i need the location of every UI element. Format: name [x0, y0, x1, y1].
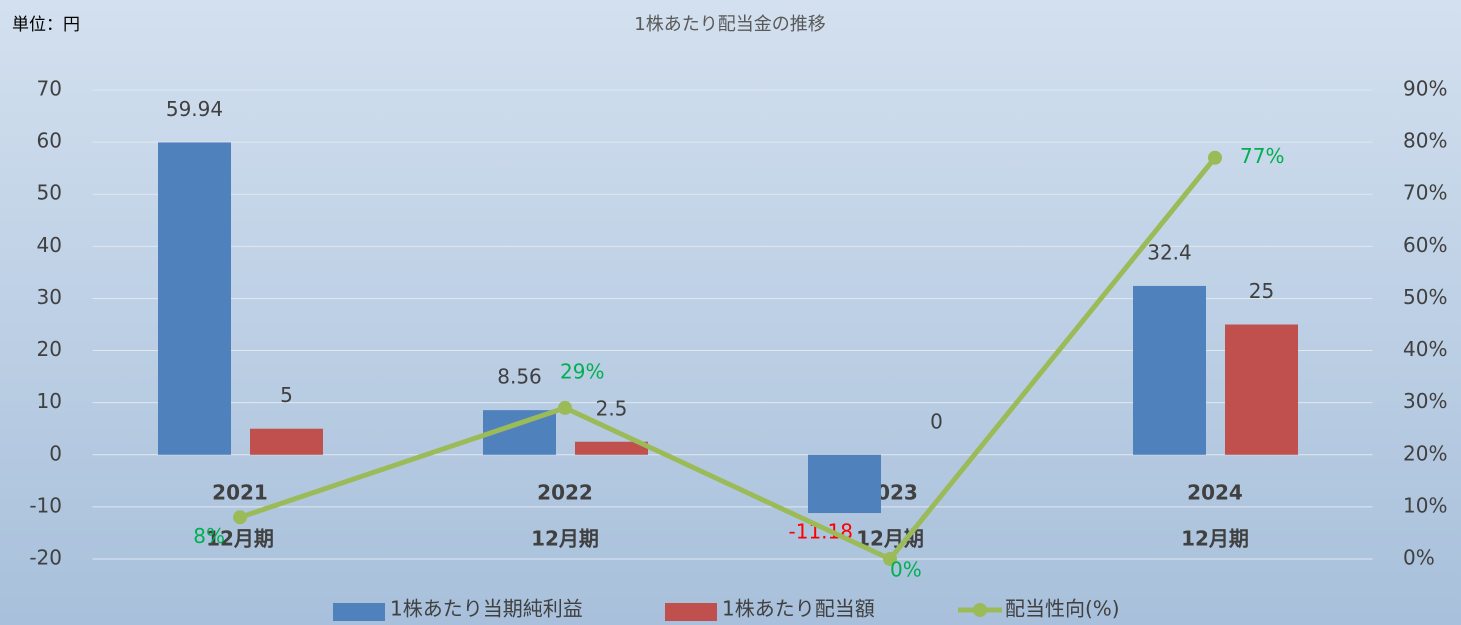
x-tick-sublabel: 12月期 — [1181, 527, 1249, 551]
y2-tick-label: 30% — [1403, 389, 1447, 413]
data-label: 8.56 — [497, 365, 542, 389]
data-label: 25 — [1249, 279, 1274, 303]
y-tick-label: -20 — [29, 546, 62, 570]
legend-label: 配当性向(%) — [1005, 597, 1120, 621]
y-tick-label: 50 — [37, 181, 62, 205]
y-tick-label: 30 — [37, 285, 62, 309]
y2-tick-label: 90% — [1403, 77, 1447, 101]
y-tick-label: -10 — [29, 493, 62, 517]
x-tick-label: 2021 — [212, 481, 268, 505]
bar — [808, 454, 881, 514]
legend-swatch — [665, 603, 717, 621]
bar — [1133, 285, 1206, 455]
data-label: 2.5 — [596, 396, 628, 420]
bar — [575, 441, 648, 455]
x-tick-sublabel: 12月期 — [531, 527, 599, 551]
line-point — [558, 400, 572, 415]
data-label: 32.4 — [1147, 240, 1192, 264]
data-label: 5 — [280, 383, 293, 407]
legend-swatch — [973, 603, 987, 617]
bar — [158, 142, 231, 455]
x-tick-sublabel: 12月期 — [206, 527, 274, 551]
line-point — [1208, 150, 1222, 165]
y-tick-label: 20 — [37, 337, 62, 361]
y2-tick-label: 40% — [1403, 337, 1447, 361]
data-label: 29% — [560, 359, 604, 383]
bar — [250, 428, 323, 455]
x-tick-label: 2024 — [1187, 481, 1243, 505]
chart-title: 1株あたり配当金の推移 — [634, 14, 825, 35]
y2-tick-label: 10% — [1403, 493, 1447, 517]
y2-tick-label: 60% — [1403, 233, 1447, 257]
legend-swatch — [333, 603, 385, 621]
x-tick-label: 2022 — [537, 481, 593, 505]
y2-tick-label: 70% — [1403, 181, 1447, 205]
y-tick-label: 10 — [37, 389, 62, 413]
y2-tick-label: 80% — [1403, 129, 1447, 153]
data-label: 0% — [890, 558, 922, 582]
line — [239, 156, 1217, 563]
data-label: 77% — [1240, 144, 1284, 168]
unit-label: 単位：円 — [12, 15, 80, 35]
y2-tick-label: 0% — [1403, 546, 1435, 570]
legend-label: 1株あたり当期純利益 — [390, 597, 583, 621]
legend-label: 1株あたり配当額 — [722, 597, 875, 621]
data-label: 8% — [193, 524, 225, 548]
data-label: 59.94 — [166, 97, 223, 121]
line-point — [233, 510, 247, 525]
y2-tick-label: 20% — [1403, 441, 1447, 465]
line-point — [883, 552, 897, 566]
y2-tick-label: 50% — [1403, 285, 1447, 309]
data-label: 0 — [930, 409, 943, 433]
y-tick-label: 70 — [37, 77, 62, 101]
y-tick-label: 40 — [37, 233, 62, 257]
y-tick-label: 60 — [37, 129, 62, 153]
bar — [1225, 324, 1298, 455]
y-tick-label: 0 — [49, 441, 62, 465]
